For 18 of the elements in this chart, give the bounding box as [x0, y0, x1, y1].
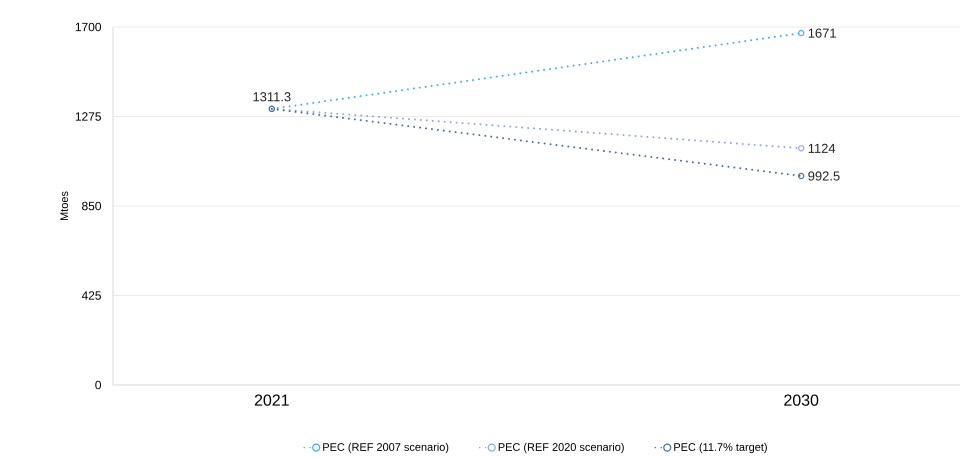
x-tick-label: 2030 [784, 394, 818, 406]
y-tick-label: 1700 [76, 22, 102, 32]
x-tick-label: 2021 [254, 394, 289, 406]
legend-label: PEC (11.7% target) [674, 442, 767, 454]
y-axis-title: Mtoes [60, 191, 68, 220]
data-label: 1671 [808, 28, 836, 38]
data-label: 992.5 [808, 171, 840, 181]
point [798, 145, 804, 152]
data-label: 1124 [808, 144, 836, 153]
point [798, 30, 804, 36]
legend-label: PEC (REF 2007 scenario) [323, 442, 448, 454]
data-label: 1311.3 [253, 92, 291, 102]
legend-label: PEC (REF 2020 scenario) [498, 442, 624, 454]
y-tick-label: 0 [95, 380, 102, 390]
y-tick-label: 425 [82, 291, 101, 300]
y-tick-label: 1275 [76, 112, 101, 121]
point [798, 172, 804, 180]
y-tick-label: 850 [82, 202, 102, 210]
